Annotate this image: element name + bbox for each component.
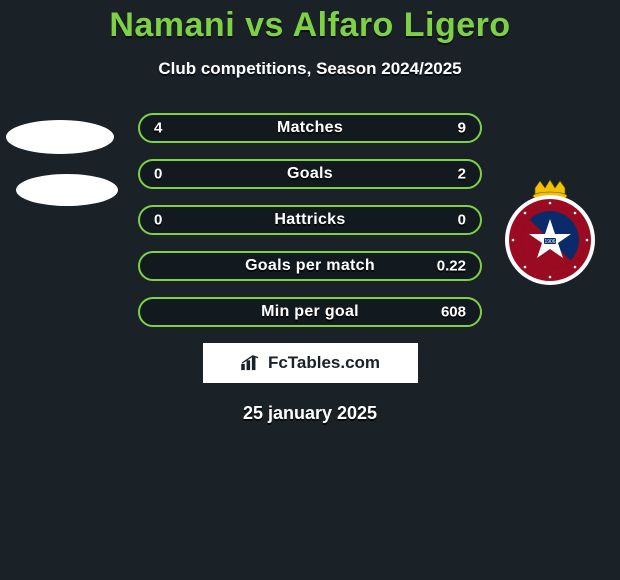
stat-right-value: 0	[458, 212, 466, 229]
date: 25 january 2025	[0, 403, 620, 424]
stat-label: Hattricks	[274, 211, 345, 229]
stat-left-value: 4	[154, 120, 162, 137]
left-placeholder-2	[16, 174, 118, 206]
bar-chart-icon	[240, 355, 262, 371]
stat-right-value: 9	[458, 120, 466, 137]
stats-container: 4 Matches 9 0 Goals 2 0 Hattricks 0 Goal…	[138, 113, 482, 327]
stat-left-value: 0	[154, 166, 162, 183]
stat-row-goals-per-match: Goals per match 0.22	[138, 251, 482, 281]
stat-right-value: 2	[458, 166, 466, 183]
stat-row-hattricks: 0 Hattricks 0	[138, 205, 482, 235]
stat-label: Min per goal	[261, 303, 359, 321]
subtitle: Club competitions, Season 2024/2025	[0, 59, 620, 79]
stat-label: Goals per match	[245, 257, 375, 275]
stat-right-value: 0.22	[437, 258, 466, 275]
stat-left-value: 0	[154, 212, 162, 229]
crest-year: 1906	[544, 239, 555, 245]
stat-right-value: 608	[441, 304, 466, 321]
watermark: FcTables.com	[203, 343, 418, 383]
page-title: Namani vs Alfaro Ligero	[0, 0, 620, 45]
left-placeholder-1	[6, 120, 114, 154]
stat-label: Goals	[287, 165, 333, 183]
stat-row-matches: 4 Matches 9	[138, 113, 482, 143]
watermark-text: FcTables.com	[268, 353, 380, 373]
stat-row-goals: 0 Goals 2	[138, 159, 482, 189]
stat-row-min-per-goal: Min per goal 608	[138, 297, 482, 327]
stat-label: Matches	[277, 119, 343, 137]
club-crest: 1906	[500, 178, 600, 288]
